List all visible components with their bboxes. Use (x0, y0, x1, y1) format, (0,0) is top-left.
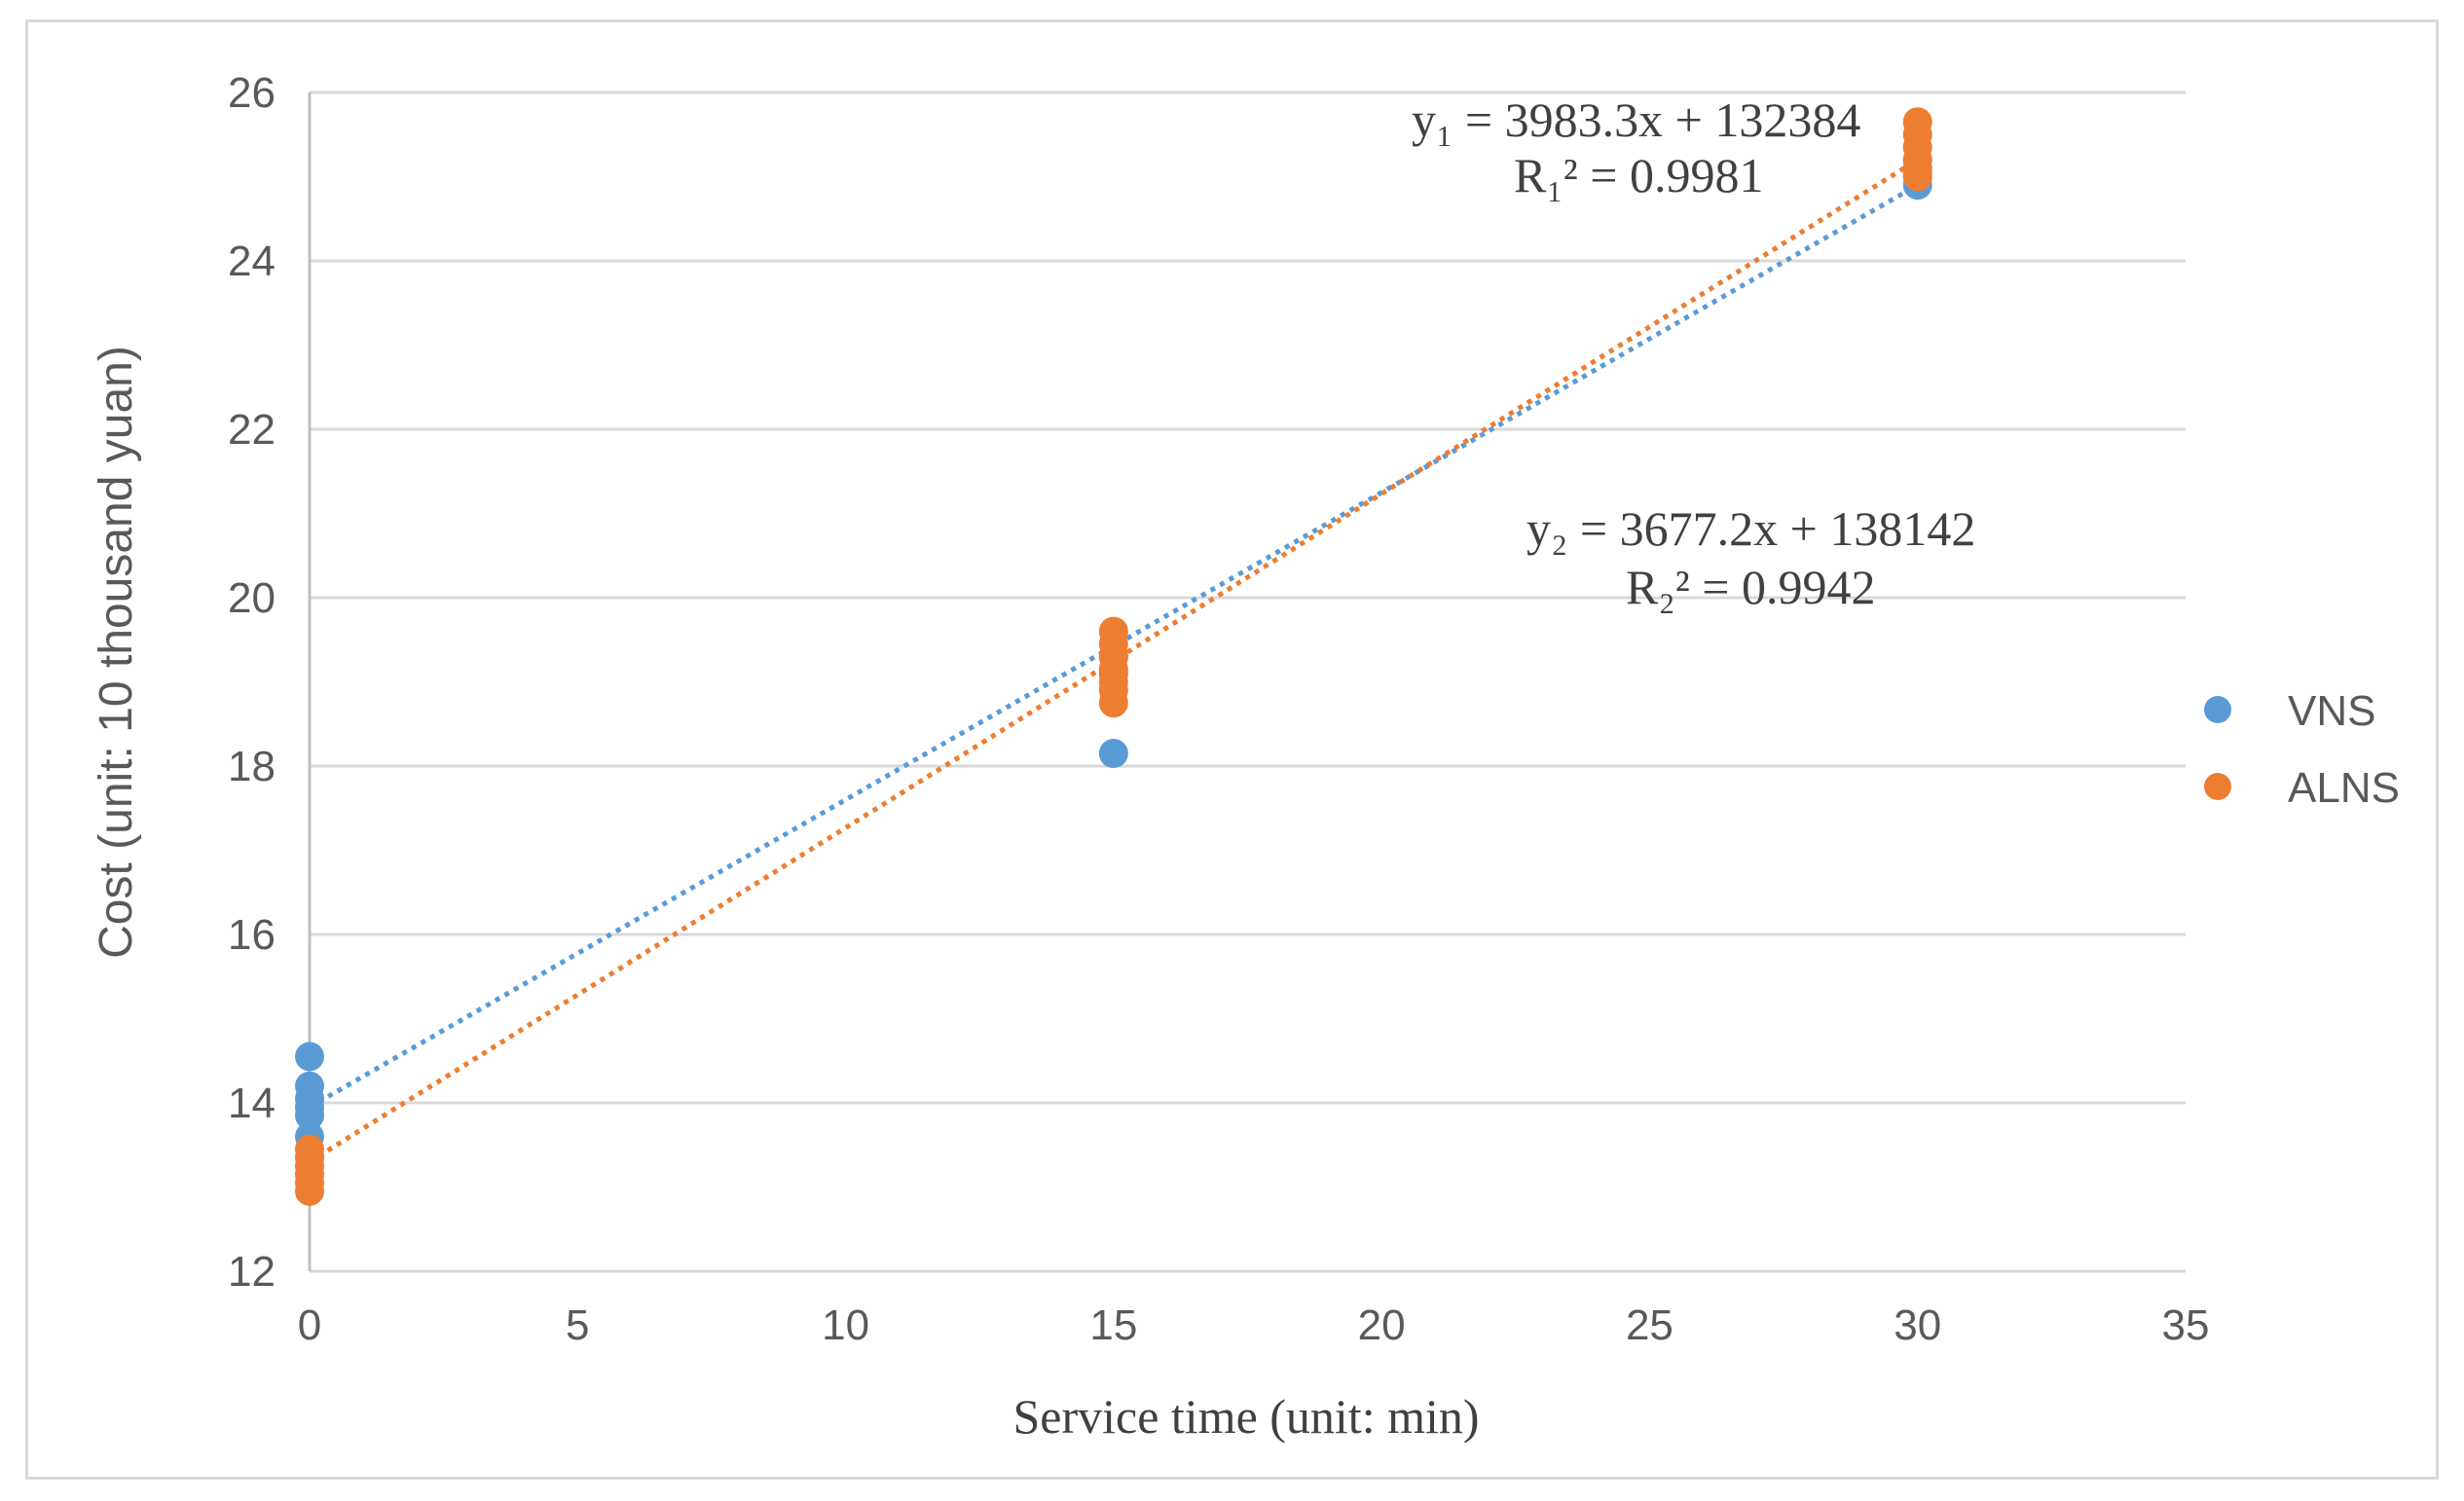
trendlines (308, 158, 1920, 1164)
point-vns (295, 1100, 324, 1130)
y-tick-label: 12 (228, 1248, 276, 1296)
y-tick-label: 22 (228, 406, 276, 454)
x-tick-label: 0 (298, 1301, 321, 1349)
equation-1-r2: R₁² = 0.9981 (1514, 148, 1763, 202)
y-tick-label: 18 (228, 743, 276, 790)
y-tick-label: 26 (228, 69, 276, 117)
legend-alns-label: ALNS (2288, 764, 2400, 812)
y-axis-label: Cost (unit: 10 thousand yuan) (91, 346, 142, 959)
legend-vns-marker (2204, 696, 2231, 723)
legend-vns-label: VNS (2288, 687, 2375, 735)
point-alns (295, 1176, 324, 1206)
y-tick-label: 24 (228, 238, 276, 285)
equation-2-line: y₂ = 3677.2x + 138142 (1526, 501, 1975, 556)
point-alns (1098, 688, 1128, 718)
y-tick-label: 20 (228, 574, 276, 622)
trendline-alns (308, 158, 1920, 1164)
legend: VNS ALNS (2204, 687, 2400, 812)
x-tick-label: 20 (1358, 1301, 1406, 1349)
point-vns (1098, 739, 1128, 769)
x-axis-label: Service time (unit: min) (1012, 1389, 1479, 1444)
x-tick-label: 25 (1626, 1301, 1673, 1349)
chart-frame (25, 19, 2439, 1480)
data-points (295, 107, 1932, 1206)
x-tick-label: 10 (822, 1301, 869, 1349)
x-tick-label: 35 (2162, 1301, 2210, 1349)
legend-alns-marker (2204, 773, 2231, 800)
x-tick-label: 15 (1089, 1301, 1137, 1349)
x-tick-label: 5 (566, 1301, 589, 1349)
y-tick-label: 14 (228, 1080, 276, 1127)
y-tick-label: 16 (228, 911, 276, 959)
equation-1-line: y₁ = 3983.3x + 132384 (1412, 92, 1860, 147)
point-vns (295, 1042, 324, 1072)
x-tick-labels: 0 5 10 15 20 25 30 35 (298, 1301, 2210, 1349)
x-tick-label: 30 (1894, 1301, 1941, 1349)
point-alns (1902, 162, 1932, 192)
y-tick-labels: 12 14 16 18 20 22 24 26 (228, 69, 276, 1296)
trendline-vns (308, 182, 1919, 1110)
gridlines (308, 91, 2186, 1273)
equation-2-r2: R₂² = 0.9942 (1626, 560, 1875, 614)
